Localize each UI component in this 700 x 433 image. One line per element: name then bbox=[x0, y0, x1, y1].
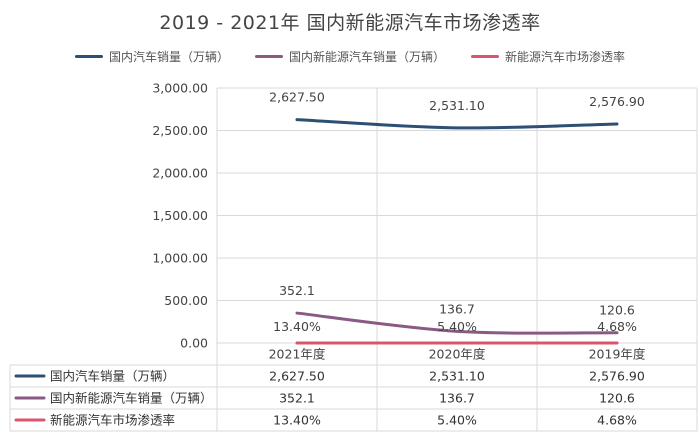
y-tick-label: 2,500.00 bbox=[152, 123, 208, 138]
table-cell: 13.40% bbox=[273, 413, 321, 428]
table-cell: 2,531.10 bbox=[429, 369, 485, 384]
x-category-label: 2021年度 bbox=[269, 347, 326, 362]
table-cell: 2,627.50 bbox=[269, 369, 325, 384]
table-cell: 136.7 bbox=[439, 391, 475, 406]
table-cell: 120.6 bbox=[599, 391, 635, 406]
data-label: 136.7 bbox=[439, 301, 475, 316]
legend-label-domestic-sales: 国内汽车销量（万辆） bbox=[108, 50, 229, 64]
data-label: 2,531.10 bbox=[429, 98, 485, 113]
x-category-label: 2019年度 bbox=[589, 347, 646, 362]
table-cell: 352.1 bbox=[279, 391, 315, 406]
x-category-label: 2020年度 bbox=[429, 347, 486, 362]
data-label: 2,576.90 bbox=[589, 94, 645, 109]
y-tick-label: 0.00 bbox=[180, 336, 208, 351]
chart-title: 2019 - 2021年 国内新能源汽车市场渗透率 bbox=[159, 12, 541, 34]
chart-legend: 国内汽车销量（万辆） 国内新能源汽车销量（万辆） 新能源汽车市场渗透率 bbox=[0, 48, 700, 65]
table-cell: 4.68% bbox=[597, 413, 637, 428]
legend-swatch-penetration bbox=[471, 55, 499, 58]
data-label: 352.1 bbox=[279, 283, 315, 298]
data-label: 13.40% bbox=[273, 319, 321, 334]
table-row-label: 国内汽车销量（万辆） bbox=[50, 369, 175, 384]
legend-item-penetration: 新能源汽车市场渗透率 bbox=[471, 48, 625, 65]
y-tick-label: 1,500.00 bbox=[152, 208, 208, 223]
table-row-label: 新能源汽车市场渗透率 bbox=[50, 413, 175, 428]
table-row-label: 国内新能源汽车销量（万辆） bbox=[50, 391, 213, 406]
series-line bbox=[295, 118, 619, 130]
y-tick-label: 1,000.00 bbox=[152, 251, 208, 266]
legend-label-penetration: 新能源汽车市场渗透率 bbox=[505, 50, 626, 64]
data-label: 120.6 bbox=[599, 303, 635, 318]
legend-swatch-domestic-sales bbox=[74, 55, 103, 58]
y-tick-label: 3,000.00 bbox=[152, 81, 208, 96]
legend-item-nev-sales: 国内新能源汽车销量（万辆） bbox=[254, 48, 445, 65]
table-cell: 2,576.90 bbox=[589, 369, 645, 384]
table-cell: 5.40% bbox=[437, 413, 477, 428]
legend-swatch-nev-sales bbox=[254, 55, 283, 58]
legend-label-nev-sales: 国内新能源汽车销量（万辆） bbox=[288, 50, 445, 64]
data-label: 5.40% bbox=[437, 319, 477, 334]
y-tick-label: 500.00 bbox=[164, 293, 208, 308]
data-label: 2,627.50 bbox=[269, 90, 325, 105]
legend-item-domestic-sales: 国内汽车销量（万辆） bbox=[74, 48, 229, 65]
y-tick-label: 2,000.00 bbox=[152, 166, 208, 181]
data-label: 4.68% bbox=[597, 319, 637, 334]
